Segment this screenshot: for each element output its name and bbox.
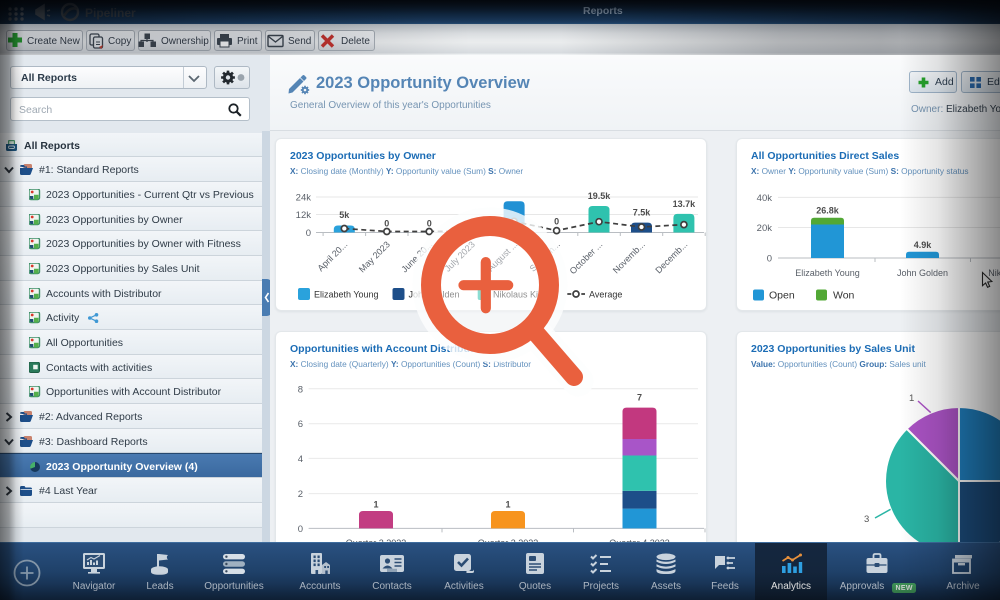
svg-text:August ...: August ... <box>485 239 519 273</box>
svg-text:26.8k: 26.8k <box>816 206 840 216</box>
svg-text:0: 0 <box>554 217 559 227</box>
svg-text:24k: 24k <box>296 193 312 204</box>
svg-text:6: 6 <box>298 419 303 430</box>
svg-text:19.5k: 19.5k <box>588 191 612 201</box>
svg-text:0: 0 <box>469 219 474 229</box>
svg-text:John Golden: John Golden <box>409 290 460 300</box>
svg-text:Elizabeth Young: Elizabeth Young <box>795 268 860 278</box>
svg-text:0: 0 <box>767 254 772 265</box>
svg-text:7.5k: 7.5k <box>633 208 652 218</box>
svg-text:4.9k: 4.9k <box>914 240 933 250</box>
svg-text:Elizabeth Young: Elizabeth Young <box>314 290 379 300</box>
svg-text:5k: 5k <box>339 210 350 220</box>
svg-text:Won: Won <box>833 290 855 302</box>
svg-text:1: 1 <box>505 500 510 510</box>
svg-text:Average: Average <box>589 290 622 300</box>
svg-text:8: 8 <box>298 384 303 395</box>
svg-text:June 20...: June 20... <box>399 239 434 274</box>
svg-text:Pipeliner: Pipeliner <box>85 6 136 20</box>
svg-text:13.7k: 13.7k <box>673 199 697 209</box>
svg-text:Open: Open <box>769 290 795 302</box>
svg-text:0: 0 <box>384 219 389 229</box>
svg-text:3: 3 <box>864 514 869 525</box>
svg-text:12k: 12k <box>296 210 312 221</box>
svg-text:Novemb...: Novemb... <box>611 239 647 275</box>
svg-text:4: 4 <box>298 454 303 465</box>
svg-text:2: 2 <box>298 489 303 500</box>
svg-text:April 20...: April 20... <box>315 239 349 273</box>
svg-text:1: 1 <box>373 500 378 510</box>
svg-text:John Golden: John Golden <box>897 268 948 278</box>
svg-text:0: 0 <box>427 219 432 229</box>
svg-text:0: 0 <box>298 524 303 535</box>
svg-text:Nikolaus Kimla: Nikolaus Kimla <box>493 290 553 300</box>
svg-text:May 2023: May 2023 <box>357 239 392 274</box>
svg-text:July 2023: July 2023 <box>443 239 477 273</box>
svg-text:Decemb...: Decemb... <box>653 239 689 275</box>
svg-text:1: 1 <box>909 393 914 404</box>
svg-text:Septem...: Septem... <box>528 239 562 273</box>
svg-text:0: 0 <box>306 228 311 239</box>
svg-text:20k: 20k <box>757 223 773 234</box>
svg-text:7: 7 <box>637 393 642 403</box>
svg-text:October ...: October ... <box>568 239 605 276</box>
svg-text:40k: 40k <box>757 193 773 204</box>
svg-text:Nikolaus Kimla: Nikolaus Kimla <box>988 268 1000 278</box>
